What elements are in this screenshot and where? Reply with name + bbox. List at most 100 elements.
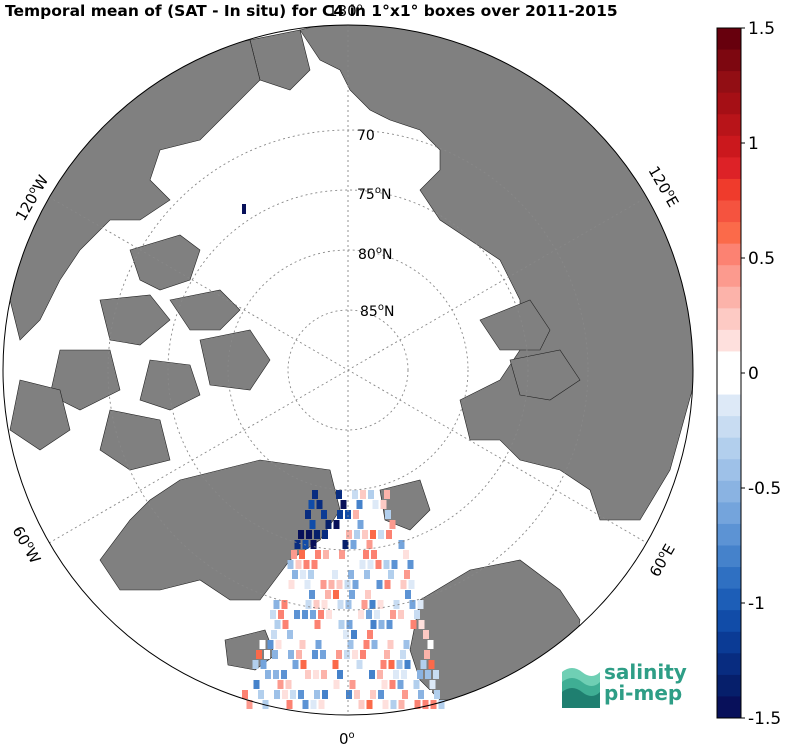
data-box (270, 610, 276, 619)
data-box (384, 490, 390, 499)
data-box (366, 610, 372, 619)
data-box (320, 580, 327, 589)
data-box (340, 570, 346, 579)
data-box (305, 670, 311, 679)
data-box (409, 600, 416, 609)
data-box (344, 650, 350, 659)
data-boxes (242, 204, 445, 709)
data-box (309, 590, 315, 599)
data-box (380, 500, 387, 509)
data-box (326, 610, 332, 619)
data-box (378, 530, 384, 539)
data-box (414, 700, 421, 709)
data-box (308, 500, 315, 509)
data-box (273, 670, 279, 679)
colorbar-swatch (717, 674, 741, 697)
data-box (354, 530, 360, 539)
data-box (246, 700, 253, 709)
data-box (346, 690, 352, 699)
colorbar-swatch (717, 28, 741, 51)
data-box (361, 600, 368, 609)
data-box (286, 700, 293, 709)
colorbar-swatch (717, 588, 741, 611)
data-box (337, 600, 344, 609)
data-box (269, 680, 276, 689)
data-box (352, 650, 358, 659)
data-box (264, 650, 270, 659)
data-box (273, 600, 280, 609)
data-box (277, 680, 284, 689)
data-box (253, 680, 260, 689)
data-box (288, 650, 294, 659)
data-box (322, 690, 328, 699)
data-box (271, 630, 277, 639)
data-box (383, 560, 390, 569)
data-box (393, 600, 400, 609)
data-box (389, 520, 396, 529)
data-box (298, 530, 304, 539)
data-box (418, 620, 425, 629)
data-box (256, 650, 262, 659)
data-box (281, 670, 287, 679)
data-box (405, 590, 411, 599)
data-box (316, 570, 322, 579)
data-box (275, 640, 282, 649)
data-box (262, 700, 269, 709)
data-box (321, 510, 327, 519)
data-box (360, 490, 366, 499)
data-box (338, 620, 345, 629)
data-box (308, 570, 314, 579)
data-box (370, 620, 377, 629)
data-box (287, 630, 293, 639)
colorbar-tick-label: 0 (748, 364, 759, 384)
data-box (305, 510, 311, 519)
colorbar-swatch (717, 416, 741, 439)
colorbar-swatch (717, 49, 741, 72)
data-box (348, 570, 354, 579)
colorbar-swatch (717, 437, 741, 460)
colorbar-swatch (717, 696, 741, 719)
data-box (282, 620, 289, 629)
data-box (424, 650, 430, 659)
data-box (410, 620, 417, 629)
data-box (311, 560, 318, 569)
latitude-labels: 70 75oN 80oN 85oN (357, 128, 394, 320)
data-box (368, 490, 374, 499)
data-box (379, 550, 385, 559)
data-box (299, 550, 305, 559)
data-box (356, 660, 363, 669)
data-box (404, 570, 410, 579)
colorbar-swatch (717, 631, 741, 654)
data-box (401, 670, 407, 679)
data-box (351, 560, 358, 569)
data-box (358, 610, 364, 619)
data-box (375, 560, 382, 569)
data-box (381, 680, 388, 689)
data-box (328, 580, 335, 589)
data-box (349, 520, 356, 529)
data-box (320, 650, 326, 659)
colorbar-swatch (717, 567, 741, 590)
data-box (377, 510, 383, 519)
logo-waves-icon (562, 668, 600, 708)
data-box (368, 650, 374, 659)
data-box (282, 690, 288, 699)
data-box (365, 590, 371, 599)
colorbar-tick-label: -1 (748, 594, 765, 614)
data-box (316, 500, 323, 509)
data-box (434, 690, 440, 699)
data-box (349, 590, 355, 599)
data-box (370, 530, 376, 539)
colorbar-ticks: 1.5 1 0.5 0 -0.5 -1 -1.5 (741, 19, 781, 729)
colorbar-swatch (717, 157, 741, 180)
data-box (332, 570, 338, 579)
data-box (291, 550, 297, 559)
data-box (398, 700, 405, 709)
data-box (294, 540, 301, 549)
data-box (360, 650, 366, 659)
data-box (301, 590, 307, 599)
data-box (306, 690, 312, 699)
data-box (351, 630, 357, 639)
data-box (342, 540, 349, 549)
data-box (284, 570, 290, 579)
